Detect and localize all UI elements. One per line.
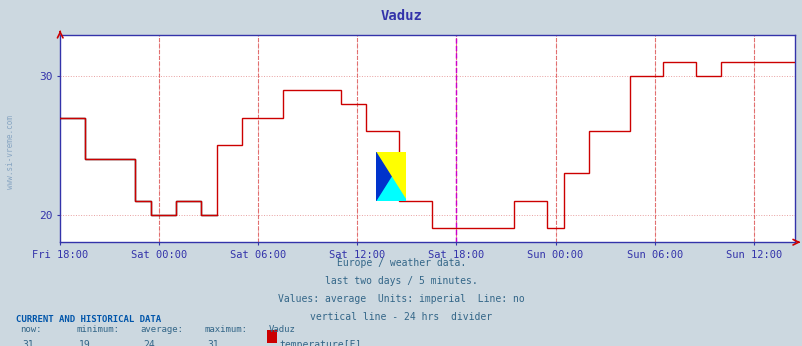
Text: 19: 19 — [79, 340, 91, 346]
Polygon shape — [375, 176, 406, 201]
Polygon shape — [375, 152, 391, 201]
Text: vertical line - 24 hrs  divider: vertical line - 24 hrs divider — [310, 312, 492, 322]
Polygon shape — [375, 152, 406, 201]
Text: maximum:: maximum: — [205, 325, 248, 334]
Text: CURRENT AND HISTORICAL DATA: CURRENT AND HISTORICAL DATA — [16, 315, 161, 324]
Text: 24: 24 — [143, 340, 155, 346]
Text: now:: now: — [20, 325, 42, 334]
Text: Vaduz: Vaduz — [380, 9, 422, 22]
Text: 31: 31 — [22, 340, 34, 346]
Text: average:: average: — [140, 325, 184, 334]
Text: minimum:: minimum: — [76, 325, 119, 334]
Text: 31: 31 — [207, 340, 219, 346]
Text: Values: average  Units: imperial  Line: no: Values: average Units: imperial Line: no — [277, 294, 525, 304]
Text: last two days / 5 minutes.: last two days / 5 minutes. — [325, 276, 477, 286]
Text: www.si-vreme.com: www.si-vreme.com — [6, 115, 15, 189]
Text: Vaduz: Vaduz — [269, 325, 295, 334]
Text: temperature[F]: temperature[F] — [279, 340, 361, 346]
Text: Europe / weather data.: Europe / weather data. — [337, 258, 465, 268]
